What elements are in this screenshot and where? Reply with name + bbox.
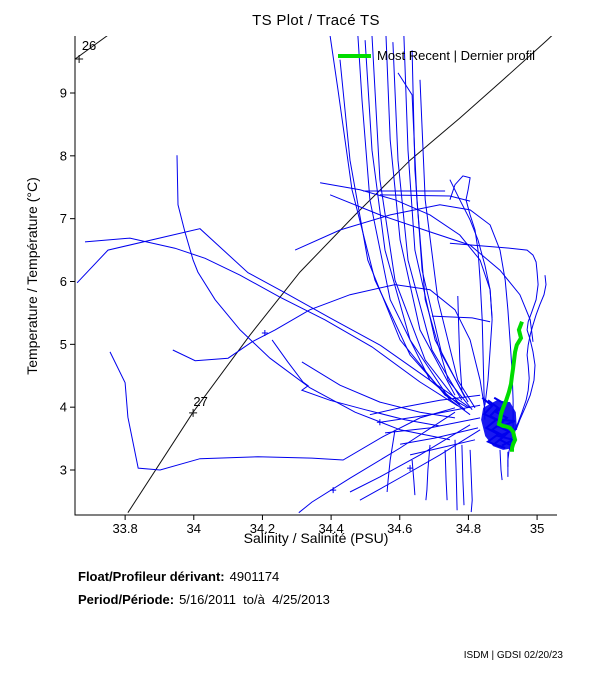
svg-text:3: 3 [60, 463, 67, 478]
float-id-label: Float/Profileur dérivant: [78, 569, 225, 584]
float-id-line: Float/Profileur dérivant: 4901174 [78, 569, 279, 584]
svg-text:5: 5 [60, 337, 67, 352]
period-line: Period/Période: 5/16/2011 to/à 4/25/2013 [78, 592, 330, 607]
svg-text:35: 35 [530, 521, 544, 536]
period-value: 5/16/2011 to/à 4/25/2013 [179, 592, 330, 607]
chart-title: TS Plot / Tracé TS [252, 12, 380, 29]
svg-text:8: 8 [60, 148, 67, 163]
svg-text:27: 27 [193, 394, 207, 409]
period-label: Period/Période: [78, 592, 175, 607]
svg-text:34.6: 34.6 [387, 521, 412, 536]
svg-text:33.8: 33.8 [112, 521, 137, 536]
float-id-value: 4901174 [229, 569, 280, 584]
svg-text:4: 4 [60, 400, 67, 415]
svg-text:34.8: 34.8 [456, 521, 481, 536]
legend-label: Most Recent | Dernier profil [377, 48, 535, 63]
svg-text:6: 6 [60, 274, 67, 289]
svg-text:34.2: 34.2 [250, 521, 275, 536]
x-axis-label: Salinity / Salinité (PSU) [243, 530, 389, 546]
svg-text:34: 34 [187, 521, 201, 536]
svg-text:34.4: 34.4 [318, 521, 343, 536]
svg-text:9: 9 [60, 85, 67, 100]
svg-text:7: 7 [60, 211, 67, 226]
watermark: ISDM | GDSI 02/20/23 [463, 650, 563, 661]
most-recent-line-swatch [338, 53, 371, 58]
svg-text:26: 26 [82, 38, 96, 53]
y-axis-label: Temperature / Température (°C) [24, 177, 40, 375]
legend: Most Recent | Dernier profil [338, 48, 535, 63]
